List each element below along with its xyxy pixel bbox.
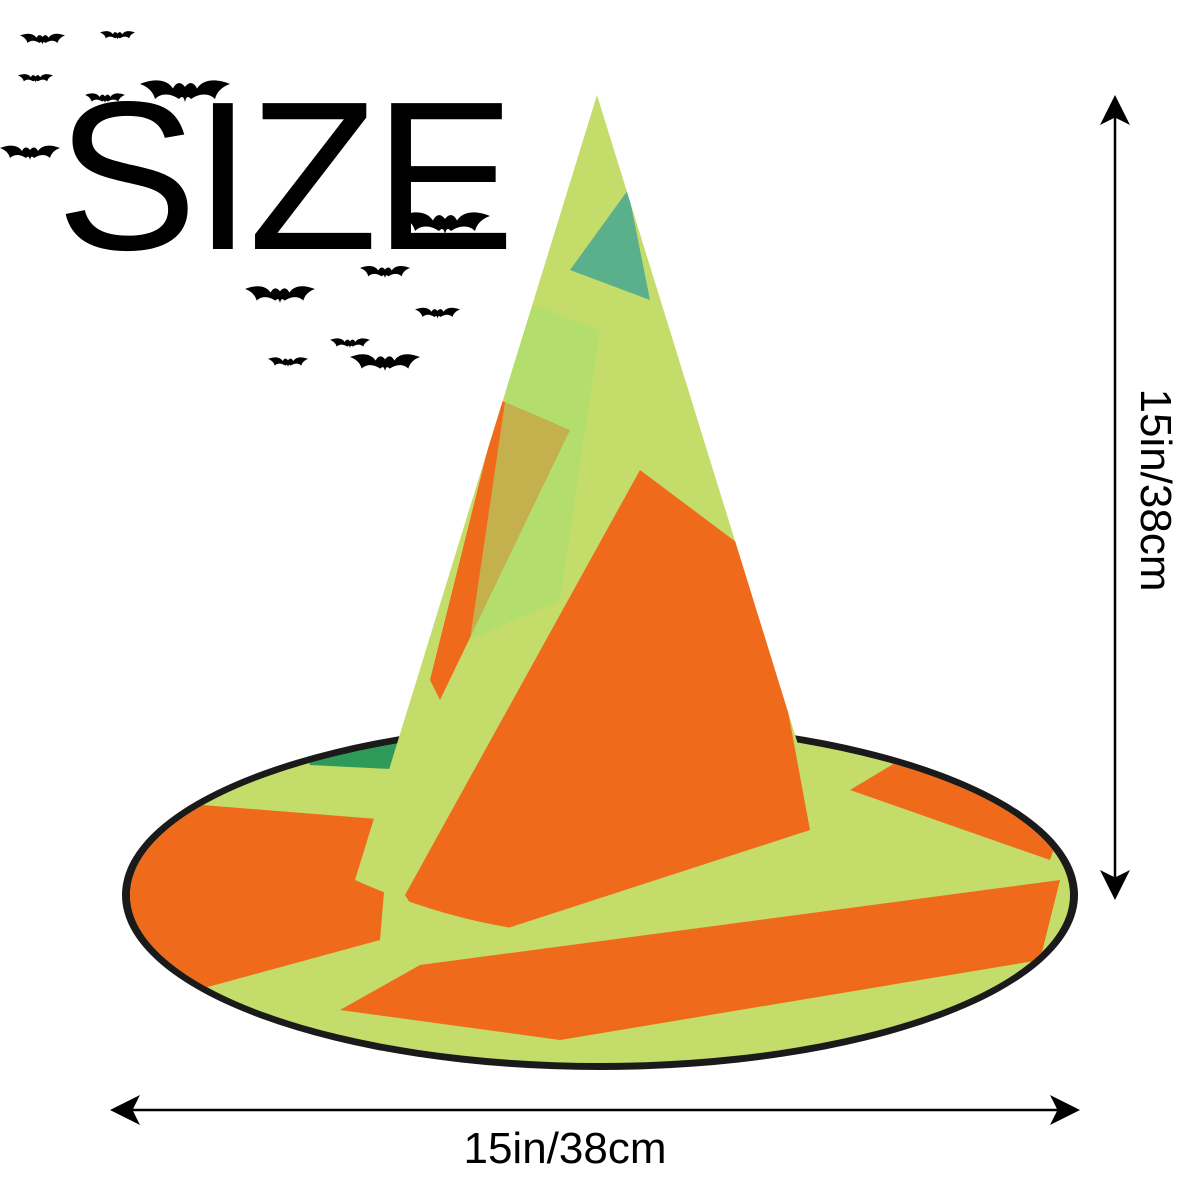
- hat-cone: [355, 95, 840, 935]
- size-title: SIZE: [56, 57, 515, 294]
- height-label: 15in/38cm: [1131, 388, 1180, 592]
- width-label: 15in/38cm: [463, 1124, 667, 1173]
